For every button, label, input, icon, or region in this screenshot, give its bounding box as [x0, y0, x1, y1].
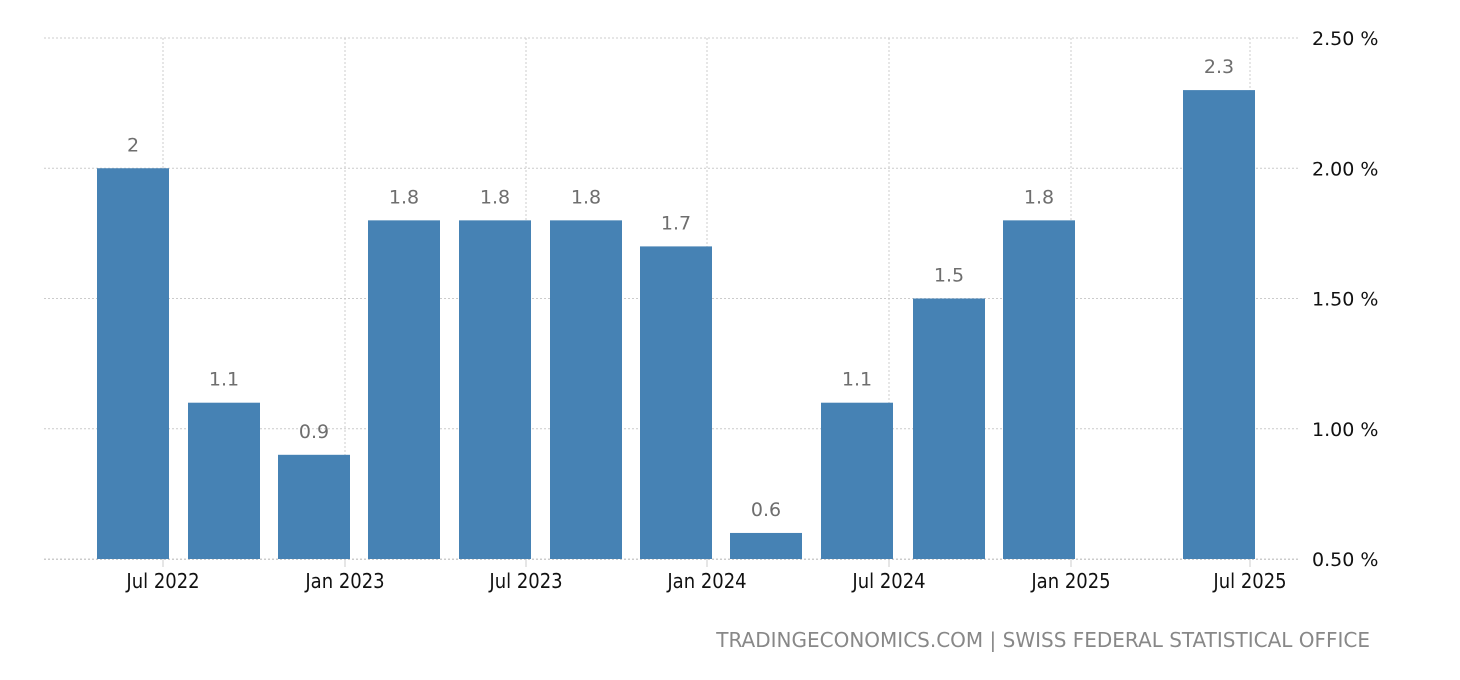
data-label: 2: [127, 134, 139, 156]
data-labels: 2 1.1 0.9 1.8 1.8 1.8 1.7 0.6 1.1 1.5 1.8 2.3: [127, 56, 1234, 521]
bar-dec-2023: [640, 246, 712, 559]
source-attribution: TRADINGECONOMICS.COM | SWISS FEDERAL STA…: [716, 628, 1370, 652]
x-tick-label: Jul 2025: [1212, 569, 1286, 593]
y-tick-label: 1.00 %: [1312, 419, 1378, 441]
y-tick-label: 2.50 %: [1312, 28, 1378, 50]
x-axis: Jul 2022 Jan 2023 Jul 2023 Jan 2024 Jul 2024…: [44, 559, 1300, 593]
data-label: 0.6: [751, 499, 781, 521]
bar-sep-2022: [188, 402, 260, 559]
y-tick-label: 1.50 %: [1312, 289, 1378, 311]
bar-sep-2023: [550, 220, 622, 559]
bar-jun-2024: [821, 402, 893, 559]
y-axis: 0.50 % 1.00 % 1.50 % 2.00 % 2.50 %: [1312, 28, 1378, 571]
bar-mar-2023: [368, 220, 440, 559]
data-label: 2.3: [1204, 56, 1234, 78]
data-label: 0.9: [299, 421, 329, 443]
x-tick-label: Jan 2023: [304, 569, 384, 593]
x-tick-label: Jan 2025: [1030, 569, 1110, 593]
bar-jun-2023: [459, 220, 531, 559]
bar-dec-2024: [1003, 220, 1075, 559]
y-tick-label: 2.00 %: [1312, 158, 1378, 180]
data-label: 1.8: [389, 186, 419, 208]
data-label: 1.7: [661, 212, 691, 234]
bar-sep-2024: [913, 298, 985, 559]
bar-series: [97, 90, 1255, 559]
x-tick-label: Jul 2024: [851, 569, 925, 593]
data-label: 1.8: [1024, 186, 1054, 208]
bar-jun-2022: [97, 168, 169, 559]
y-tick-label: 0.50 %: [1312, 549, 1378, 571]
data-label: 1.5: [934, 265, 964, 287]
data-label: 1.1: [842, 369, 872, 391]
data-label: 1.1: [209, 369, 239, 391]
x-tick-label: Jan 2024: [666, 569, 746, 593]
bar-dec-2022: [278, 454, 350, 559]
bar-mar-2024: [730, 532, 802, 559]
data-label: 1.8: [480, 186, 510, 208]
x-tick-label: Jul 2022: [125, 569, 199, 593]
x-tick-label: Jul 2023: [488, 569, 562, 593]
bar-jun-2025: [1183, 90, 1255, 559]
data-label: 1.8: [571, 186, 601, 208]
